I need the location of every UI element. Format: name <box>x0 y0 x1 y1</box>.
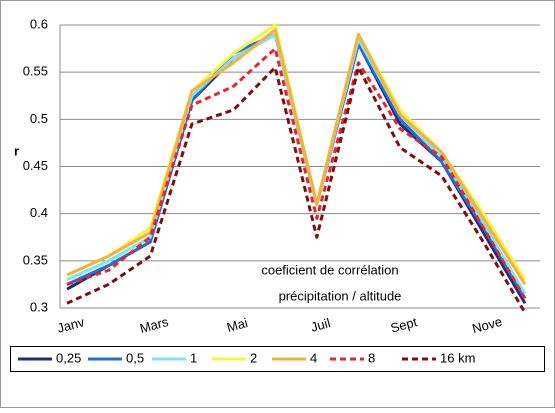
x-tick-label: Mai <box>225 315 249 335</box>
y-tick-label: 0.45 <box>23 158 48 173</box>
legend-label: 1 <box>190 350 197 365</box>
series-line <box>66 47 527 300</box>
legend-label: 8 <box>368 350 375 365</box>
x-tick-label: Sept <box>389 314 419 336</box>
y-tick-label: 0.3 <box>30 299 48 314</box>
annotation: précipitation / altitude <box>279 288 402 303</box>
y-tick-label: 0.35 <box>23 252 48 267</box>
y-tick-label: 0.5 <box>30 111 48 126</box>
series-line <box>66 65 527 314</box>
legend-label: 0,25 <box>56 350 81 365</box>
x-tick-label: Mars <box>138 314 170 336</box>
series-line <box>66 28 527 286</box>
y-tick-label: 0.55 <box>23 64 48 79</box>
legend-label: 4 <box>310 350 317 365</box>
legend-label: 2 <box>250 350 257 365</box>
legend-label: 0,5 <box>126 350 144 365</box>
y-tick-label: 0.6 <box>30 16 48 31</box>
legend-box <box>10 346 545 372</box>
y-tick-label: 0.4 <box>30 205 48 220</box>
x-tick-label: Janv <box>56 314 87 336</box>
legend-label: 16 km <box>440 350 475 365</box>
y-axis-label: r <box>14 143 19 158</box>
annotation: coeficient de corrélation <box>261 262 398 277</box>
x-tick-label: Juil <box>309 315 332 335</box>
